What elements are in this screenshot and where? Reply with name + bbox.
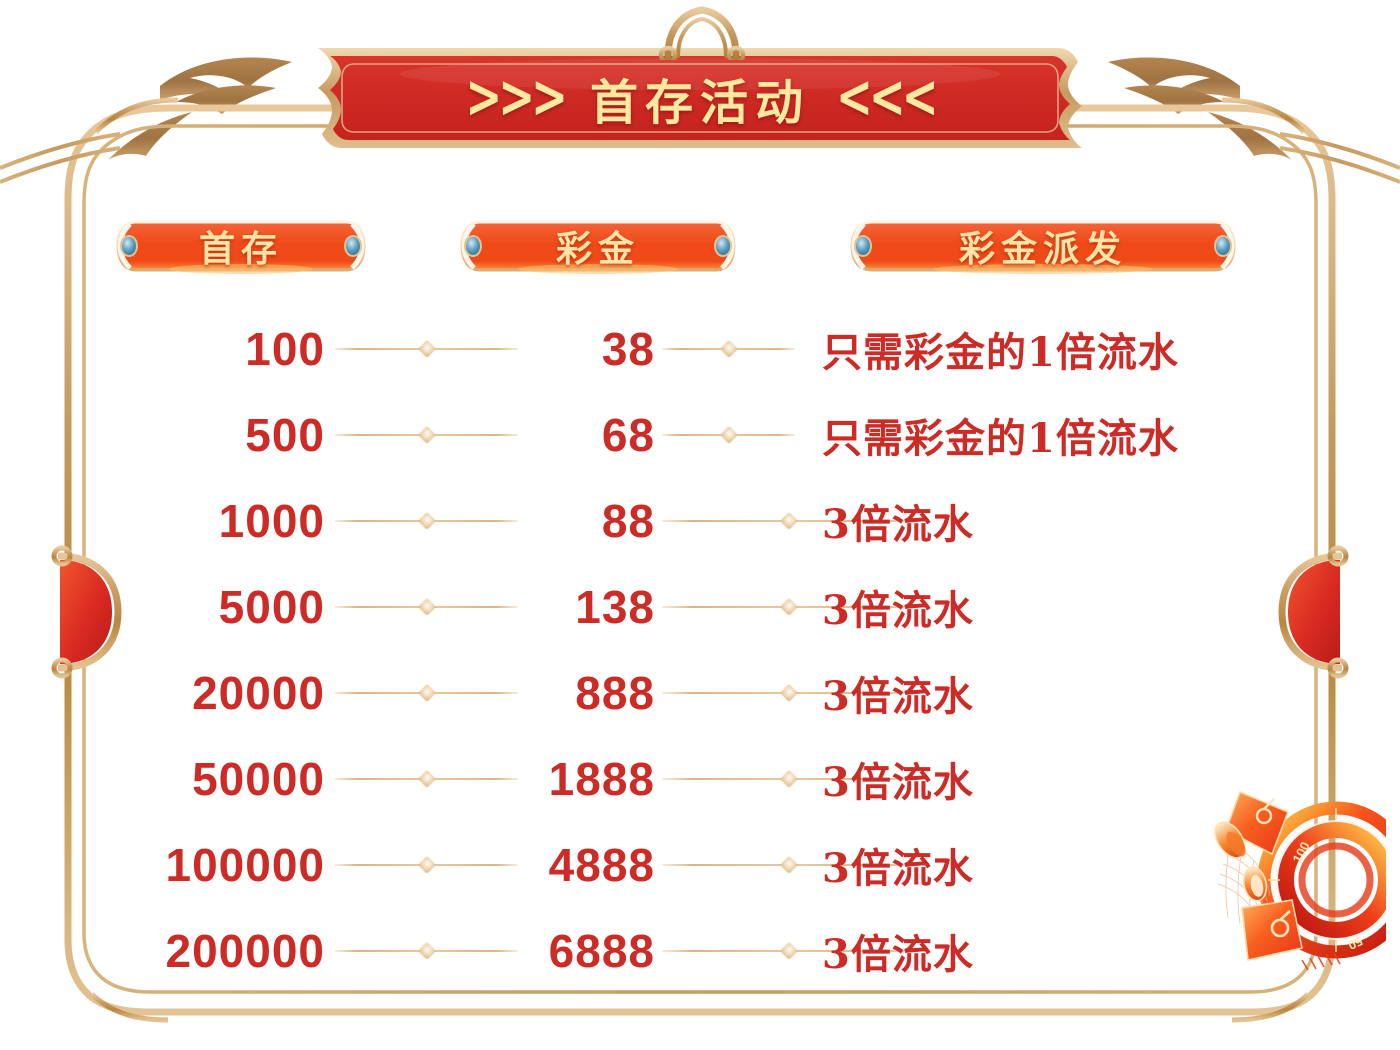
connector-line [662,598,915,616]
connector-gem-icon [418,942,435,960]
column-header-payout-label: 彩金派发 [958,228,1127,270]
connector-line [662,426,795,444]
connector-gem-icon [720,426,737,444]
table-row: 100000 4888 3倍流水 [0,822,1400,908]
connector-gem-icon [418,512,435,530]
chip-label-50: 50 [1346,933,1365,953]
connector-line [335,598,518,616]
connector-gem-icon [418,684,435,702]
title-plaque-shape [318,48,1082,148]
cell-deposit: 5000 [218,581,325,633]
connector-gem-icon [418,770,435,788]
cell-payout: 3倍流水 [822,931,974,978]
chevrons-left-icon: >>> [465,62,568,132]
cell-payout: 3倍流水 [822,759,974,806]
connector-gem-icon [780,512,797,530]
table-row: 200000 6888 3倍流水 [0,908,1400,994]
cell-deposit: 100 [245,323,325,375]
column-header-deposit: 首存 [112,218,370,274]
table-row: 5000 138 3倍流水 [0,564,1400,650]
column-header-payout: 彩金派发 [846,218,1240,274]
connector-gem-icon [418,598,435,616]
connector-line [662,512,915,530]
table-row: 500 68 只需彩金的1倍流水 [0,392,1400,478]
connector-line [662,942,915,960]
cell-payout: 只需彩金的1倍流水 [822,415,1179,462]
connector-gem-icon [418,426,435,444]
cell-bonus: 888 [575,667,655,719]
cell-payout: 3倍流水 [822,501,974,548]
cell-deposit: 1000 [218,495,325,547]
connector-line [335,684,518,702]
cell-bonus: 6888 [548,925,655,977]
connector-line [662,856,915,874]
hanger-hook-icon [658,6,746,60]
pill-shape [460,220,736,274]
connector-line [335,942,518,960]
connector-gem-icon [780,598,797,616]
cell-bonus: 1888 [548,753,655,805]
cell-payout: 3倍流水 [822,673,974,720]
cell-payout: 3倍流水 [822,587,974,634]
connector-line [662,340,795,358]
title-plaque: >>> 首存活动 <<< [302,42,1098,154]
cell-payout: 只需彩金的1倍流水 [822,329,1179,376]
connector-gem-icon [418,856,435,874]
column-header-bonus-label: 彩金 [555,228,640,270]
connector-gem-icon [780,856,797,874]
connector-gem-icon [720,340,737,358]
table-row: 100 38 只需彩金的1倍流水 [0,306,1400,392]
pill-shape [850,220,1236,274]
cell-bonus: 38 [601,323,655,375]
connector-line [662,770,915,788]
connector-gem-icon [780,770,797,788]
cell-deposit: 100000 [165,839,325,891]
cell-deposit: 500 [245,409,325,461]
connector-line [335,426,518,444]
bonus-table: 100 38 只需彩金的1倍流水 500 68 只需彩金的1倍流水 1000 8… [0,306,1400,994]
cell-bonus: 4888 [548,839,655,891]
connector-line [335,340,518,358]
connector-gem-icon [780,684,797,702]
table-row: 1000 88 3倍流水 [0,478,1400,564]
connector-line [335,512,518,530]
pill-shape [116,220,366,274]
connector-line [335,770,518,788]
connector-gem-icon [780,942,797,960]
cell-bonus: 88 [601,495,655,547]
chevrons-right-icon: <<< [836,62,939,132]
cell-payout: 3倍流水 [822,845,974,892]
column-header-deposit-label: 首存 [198,228,283,270]
cell-deposit: 200000 [165,925,325,977]
connector-line [662,684,915,702]
column-header-bonus: 彩金 [456,218,740,274]
cell-deposit: 50000 [192,753,325,805]
cell-bonus: 138 [575,581,655,633]
casino-chips-cards-icon: 100 50 [1214,790,1386,971]
table-row: 20000 888 3倍流水 [0,650,1400,736]
cell-bonus: 68 [601,409,655,461]
cell-deposit: 20000 [192,667,325,719]
page-title: 首存活动 [589,75,810,131]
table-row: 50000 1888 3倍流水 [0,736,1400,822]
connector-gem-icon [418,340,435,358]
connector-line [335,856,518,874]
